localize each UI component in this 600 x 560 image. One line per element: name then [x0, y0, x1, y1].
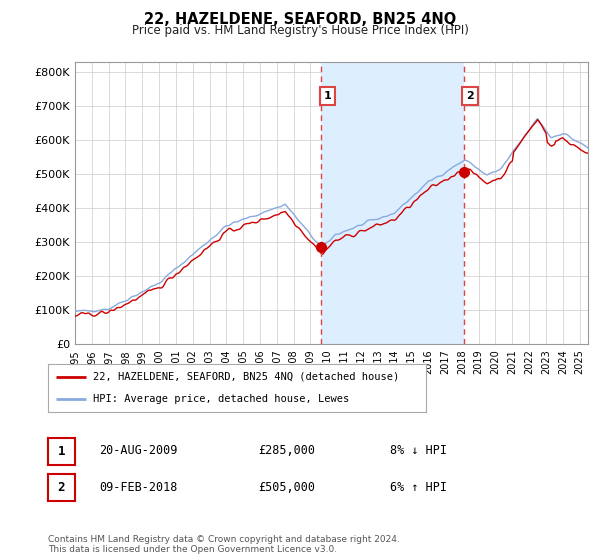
Text: £285,000: £285,000	[258, 444, 315, 458]
Text: 8% ↓ HPI: 8% ↓ HPI	[390, 444, 447, 458]
Text: 09-FEB-2018: 09-FEB-2018	[99, 480, 178, 494]
Text: 2: 2	[466, 91, 474, 101]
Text: 6% ↑ HPI: 6% ↑ HPI	[390, 480, 447, 494]
Text: 22, HAZELDENE, SEAFORD, BN25 4NQ: 22, HAZELDENE, SEAFORD, BN25 4NQ	[144, 12, 456, 27]
Text: 22, HAZELDENE, SEAFORD, BN25 4NQ (detached house): 22, HAZELDENE, SEAFORD, BN25 4NQ (detach…	[94, 372, 400, 382]
Text: HPI: Average price, detached house, Lewes: HPI: Average price, detached house, Lewe…	[94, 394, 350, 404]
Text: £505,000: £505,000	[258, 480, 315, 494]
Text: Price paid vs. HM Land Registry's House Price Index (HPI): Price paid vs. HM Land Registry's House …	[131, 24, 469, 38]
Text: 1: 1	[58, 445, 65, 458]
Text: 20-AUG-2009: 20-AUG-2009	[99, 444, 178, 458]
Text: Contains HM Land Registry data © Crown copyright and database right 2024.
This d: Contains HM Land Registry data © Crown c…	[48, 535, 400, 554]
Text: 2: 2	[58, 481, 65, 494]
Text: 1: 1	[324, 91, 332, 101]
Bar	[321, 62, 464, 344]
